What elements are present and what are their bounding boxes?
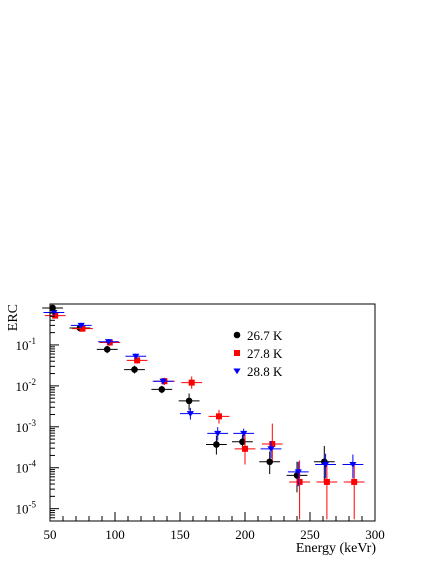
data-point xyxy=(349,461,357,468)
legend-marker xyxy=(233,368,241,375)
data-point xyxy=(186,411,194,417)
legend-marker xyxy=(234,350,240,356)
data-point xyxy=(104,339,113,345)
data-point xyxy=(134,357,141,364)
legend-marker xyxy=(233,331,241,339)
x-tick-label: 200 xyxy=(235,527,255,542)
data-point xyxy=(52,312,59,319)
plot-frame xyxy=(49,303,376,522)
y-tick-label: 10-1 xyxy=(16,336,37,353)
y-tick-label: 10-4 xyxy=(16,459,37,476)
x-tick-label: 150 xyxy=(170,527,190,542)
series-1 xyxy=(44,312,365,520)
axes-layer: 50 100 150 200 250 300 10-5 10-4 10-3 10-2 10-1 xyxy=(16,303,385,542)
data-point xyxy=(188,379,195,386)
legend: 26.7 K 27.8 K 28.8 K xyxy=(233,328,283,379)
data-point xyxy=(266,458,274,466)
y-axis-title: ERC xyxy=(6,304,21,331)
data-point xyxy=(323,478,330,485)
y-tick-label: 10-5 xyxy=(16,500,37,517)
data-point xyxy=(185,397,193,405)
data-point xyxy=(216,413,222,420)
data-point xyxy=(132,353,140,360)
x-tick-label: 50 xyxy=(44,527,57,542)
x-tick-label: 300 xyxy=(365,527,385,542)
x-tick-label: 250 xyxy=(300,527,320,542)
data-point xyxy=(267,446,275,453)
y-tick-label: 10-3 xyxy=(16,418,37,435)
data-point xyxy=(294,469,302,476)
data-point xyxy=(159,378,167,385)
data-point xyxy=(239,438,246,446)
data-point xyxy=(322,461,330,468)
data-point xyxy=(351,478,358,485)
data-point xyxy=(158,386,166,393)
plot-layer xyxy=(42,304,365,520)
x-axis-title: Energy (keVr) xyxy=(296,541,376,556)
data-point xyxy=(269,441,276,448)
legend-label: 26.7 K xyxy=(247,328,283,343)
legend-label: 27.8 K xyxy=(247,346,283,361)
x-tick-label: 100 xyxy=(105,527,125,542)
series-0 xyxy=(42,304,335,493)
data-point xyxy=(213,441,220,448)
data-point xyxy=(131,366,138,373)
legend-label: 28.8 K xyxy=(247,364,283,379)
data-point xyxy=(214,430,222,437)
y-tick-label: 10-2 xyxy=(16,377,37,394)
data-point xyxy=(77,322,85,329)
data-point xyxy=(296,478,303,485)
series-2 xyxy=(43,309,364,487)
data-point xyxy=(242,445,248,452)
data-point xyxy=(79,325,86,332)
data-point xyxy=(103,346,111,353)
data-point xyxy=(240,430,248,437)
